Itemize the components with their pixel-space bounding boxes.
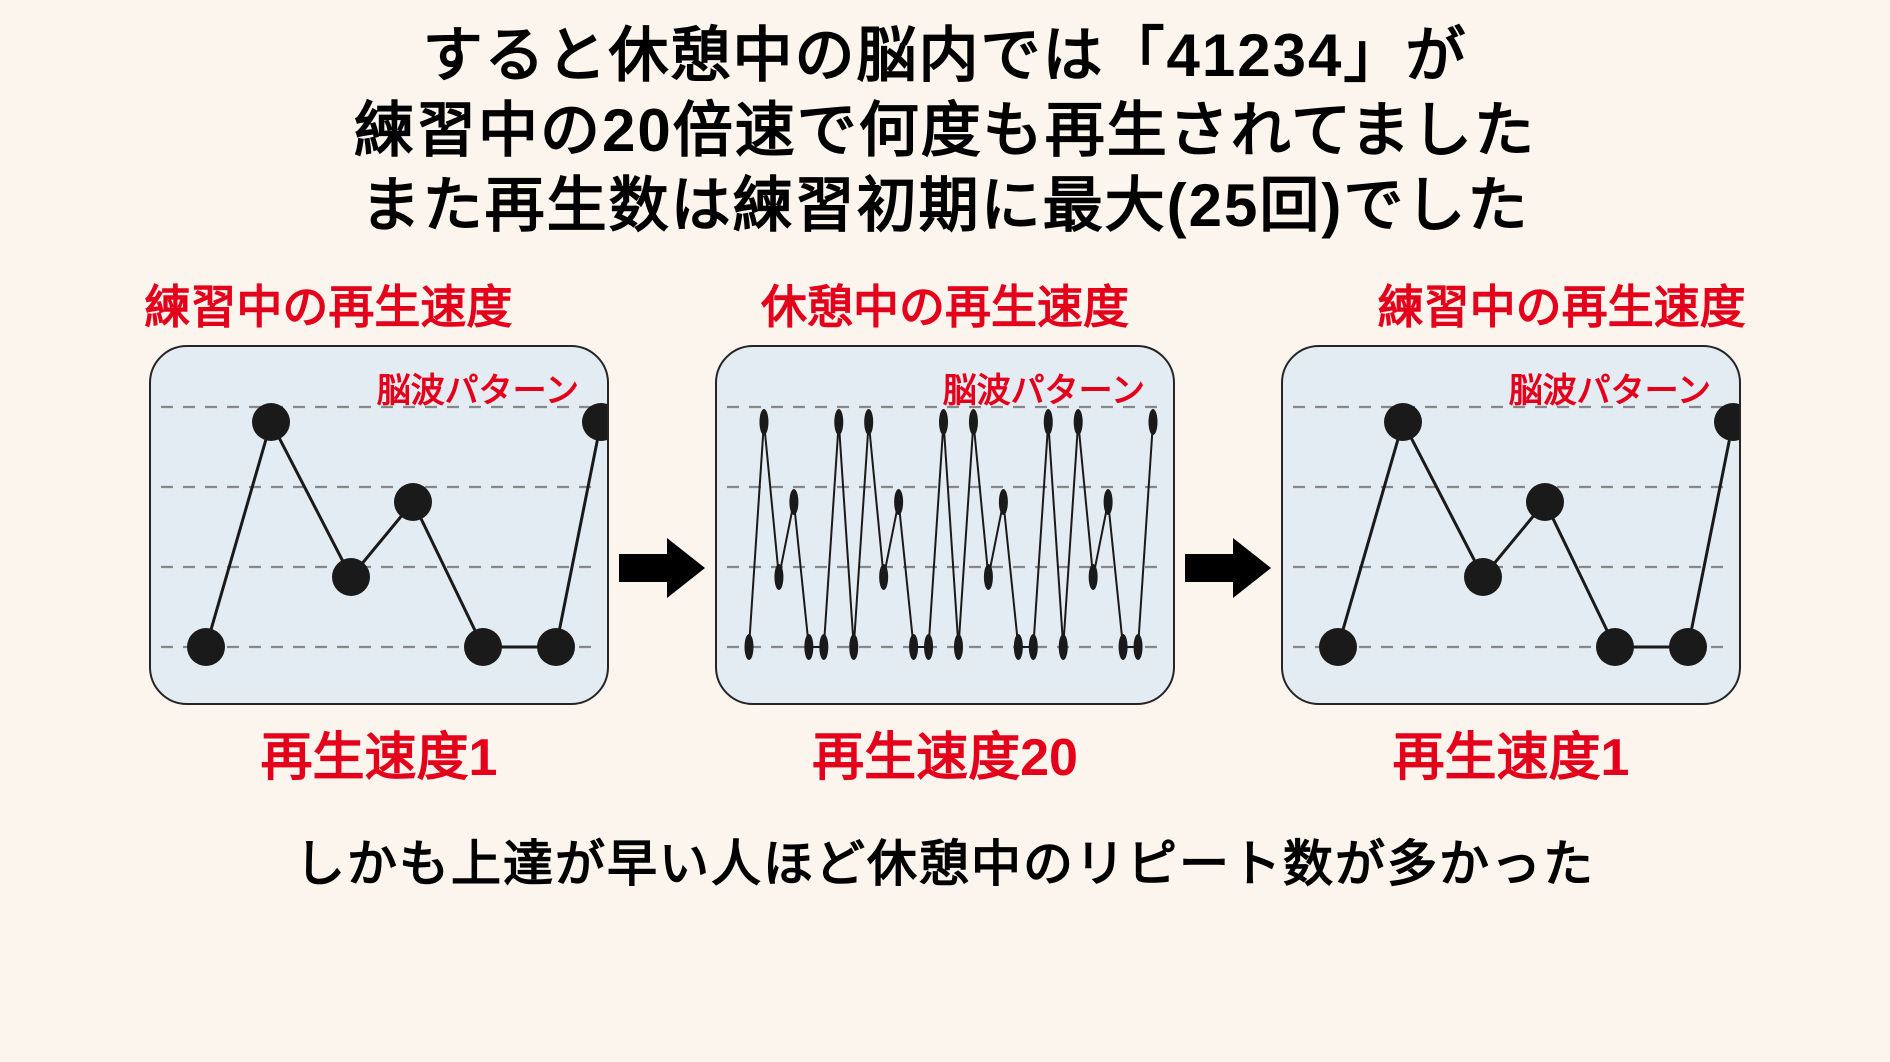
arrow-1 (617, 538, 707, 598)
col-label-3: 練習中の再生速度 (1253, 271, 1870, 337)
panel-1: 脳波パターン (149, 345, 609, 705)
header-line-2: 練習中の20倍速で何度も再生されてました (0, 93, 1890, 168)
speed-caption-2: 再生速度20 (715, 715, 1175, 790)
speed-caption-1: 再生速度1 (149, 715, 609, 790)
header-line-3: また再生数は練習初期に最大(25回)でした (0, 168, 1890, 243)
panel-2: 脳波パターン (715, 345, 1175, 705)
speed-caption-3: 再生速度1 (1281, 715, 1741, 790)
panel-wrap-1: 脳波パターン 再生速度1 (149, 345, 609, 790)
col-label-1: 練習中の再生速度 (20, 271, 637, 337)
panel-3-label: 脳波パターン (1509, 363, 1711, 412)
arrow-right-icon (1185, 538, 1271, 598)
panel-3: 脳波パターン (1281, 345, 1741, 705)
panel-wrap-3: 脳波パターン 再生速度1 (1281, 345, 1741, 790)
panels-row: 脳波パターン 再生速度1 脳波パターン 再生速度20 脳波パターン 再生速度1 (0, 345, 1890, 790)
footer-text: しかも上達が早い人ほど休憩中のリピート数が多かった (0, 824, 1890, 896)
panel-2-label: 脳波パターン (943, 363, 1145, 412)
arrow-2 (1183, 538, 1273, 598)
column-labels-row: 練習中の再生速度 休憩中の再生速度 練習中の再生速度 (0, 271, 1890, 337)
col-label-2: 休憩中の再生速度 (637, 271, 1254, 337)
arrow-right-icon (619, 538, 705, 598)
panel-1-label: 脳波パターン (377, 363, 579, 412)
header-line-1: すると休憩中の脳内では「41234」が (0, 18, 1890, 93)
header-text: すると休憩中の脳内では「41234」が 練習中の20倍速で何度も再生されてました… (0, 0, 1890, 243)
panel-wrap-2: 脳波パターン 再生速度20 (715, 345, 1175, 790)
